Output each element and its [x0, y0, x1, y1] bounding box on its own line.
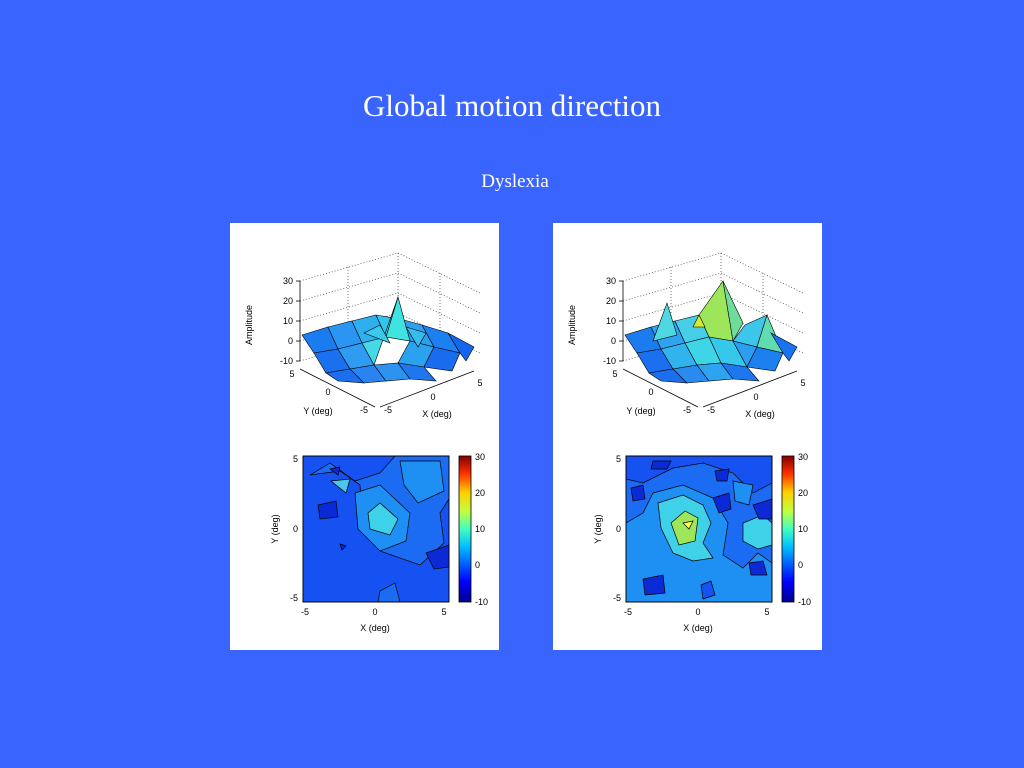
x-tick: 0	[695, 607, 700, 617]
surface-zlabel: Amplitude	[244, 305, 254, 345]
surface-ylabel: Y (deg)	[303, 406, 332, 416]
contour-xlabel: X (deg)	[360, 623, 390, 633]
z-tick: 30	[283, 276, 293, 286]
colorbar	[781, 455, 795, 603]
y-tick: -5	[290, 593, 298, 603]
figure-left-svg: Amplitude 30 20 10 0 -10 5 0 -5 -5 0 5 Y…	[244, 252, 488, 633]
colorbar-tick: -10	[475, 597, 488, 607]
slide-title: Global motion direction	[363, 88, 661, 123]
colorbar-tick: 10	[798, 524, 808, 534]
colorbar	[458, 455, 472, 603]
z-tick: 20	[283, 296, 293, 306]
x-tick: 0	[753, 392, 758, 402]
y-tick: 5	[616, 454, 621, 464]
x-tick: 0	[430, 392, 435, 402]
z-tick: 20	[606, 296, 616, 306]
y-tick: 0	[616, 524, 621, 534]
figure-panel-right: Amplitude 30 20 10 0 -10 5 0 -5 -5 0 5 Y…	[553, 223, 822, 650]
z-tick: -10	[280, 356, 293, 366]
z-tick: -10	[603, 356, 616, 366]
surface-mesh-right	[624, 280, 798, 384]
contour-plot-right: 30 20 10 0 -10 5 0 -5 -5 0 5 X (deg) Y (…	[593, 452, 811, 633]
surface-xlabel: X (deg)	[745, 409, 775, 419]
colorbar-tick: 0	[475, 560, 480, 570]
colorbar-tick: -10	[798, 597, 811, 607]
y-tick: -5	[360, 405, 368, 415]
y-tick: 5	[293, 454, 298, 464]
surface-ylabel: Y (deg)	[626, 406, 655, 416]
colorbar-tick: 0	[798, 560, 803, 570]
x-tick: 5	[764, 607, 769, 617]
figure-right-svg: Amplitude 30 20 10 0 -10 5 0 -5 -5 0 5 Y…	[567, 252, 811, 633]
y-tick: 0	[293, 524, 298, 534]
y-tick: 5	[612, 369, 617, 379]
z-tick: 10	[606, 316, 616, 326]
x-tick: 5	[441, 607, 446, 617]
x-tick: -5	[301, 607, 309, 617]
z-tick: 30	[606, 276, 616, 286]
x-tick: -5	[624, 607, 632, 617]
colorbar-tick: 10	[475, 524, 485, 534]
colorbar-tick: 30	[798, 452, 808, 462]
y-tick: -5	[683, 405, 691, 415]
figure-panel-left: Amplitude 30 20 10 0 -10 5 0 -5 -5 0 5 Y…	[230, 223, 499, 650]
x-tick: 0	[372, 607, 377, 617]
y-tick: -5	[613, 593, 621, 603]
y-tick: 0	[648, 387, 653, 397]
y-tick: 5	[289, 369, 294, 379]
surface-mesh-left	[301, 295, 475, 384]
surface-plot-left: Amplitude 30 20 10 0 -10 5 0 -5 -5 0 5 Y…	[244, 252, 483, 419]
x-tick: -5	[384, 405, 392, 415]
x-tick: 5	[477, 378, 482, 388]
y-tick: 0	[325, 387, 330, 397]
contour-plot-left: 30 20 10 0 -10 5 0 -5 -5 0 5 X (deg) Y (…	[270, 452, 488, 633]
surface-xlabel: X (deg)	[422, 409, 452, 419]
contour-ylabel: Y (deg)	[270, 514, 280, 543]
colorbar-tick: 20	[798, 488, 808, 498]
surface-zlabel: Amplitude	[567, 305, 577, 345]
z-tick: 0	[288, 336, 293, 346]
colorbar-tick: 20	[475, 488, 485, 498]
z-tick: 0	[611, 336, 616, 346]
x-tick: -5	[707, 405, 715, 415]
contour-ylabel: Y (deg)	[593, 514, 603, 543]
surface-plot-right: Amplitude 30 20 10 0 -10 5 0 -5 -5 0 5 Y…	[567, 252, 806, 419]
x-tick: 5	[800, 378, 805, 388]
z-tick: 10	[283, 316, 293, 326]
colorbar-tick: 30	[475, 452, 485, 462]
slide-subtitle: Dyslexia	[481, 171, 549, 192]
contour-xlabel: X (deg)	[683, 623, 713, 633]
